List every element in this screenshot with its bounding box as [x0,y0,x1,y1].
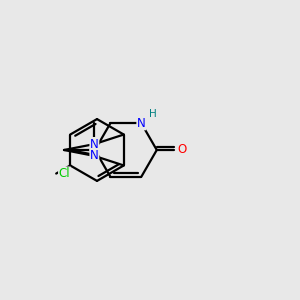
Text: O: O [177,143,186,157]
Text: N: N [90,138,99,151]
Text: N: N [90,149,99,162]
Text: H: H [148,109,156,119]
Text: N: N [137,117,146,130]
Text: Cl: Cl [58,167,70,180]
